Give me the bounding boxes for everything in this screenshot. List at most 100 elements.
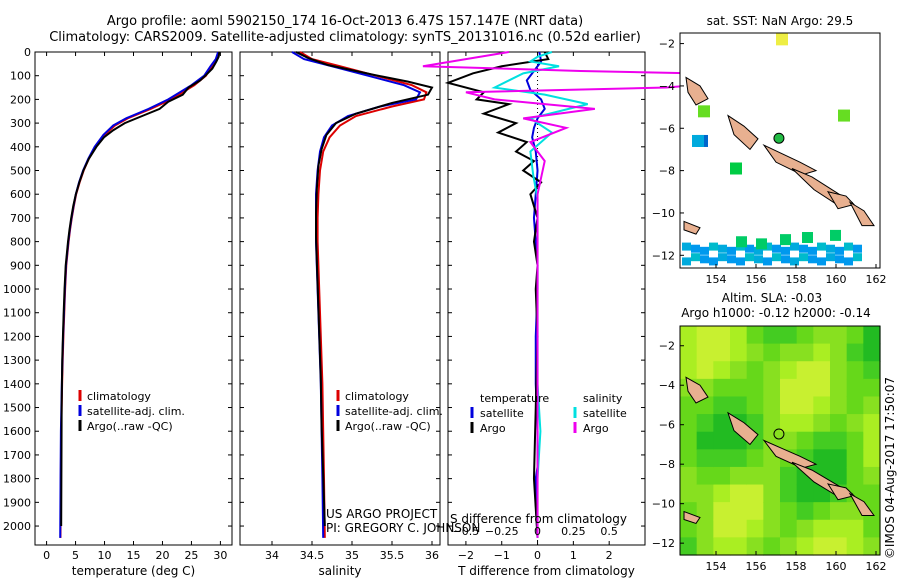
- x-tick-label: 2: [606, 549, 613, 562]
- x-tick-label: 5: [72, 549, 79, 562]
- sla-cell: [746, 484, 764, 503]
- depth-tick-label: 1700: [3, 449, 31, 462]
- sla-cell: [863, 343, 881, 362]
- sla-cell: [780, 396, 798, 415]
- x-tick-label: 34.5: [300, 549, 325, 562]
- x-axis-label: salinity: [318, 564, 361, 578]
- x-tick-label: 36: [425, 549, 439, 562]
- x-tick-label: 15: [127, 549, 141, 562]
- sla-cell: [730, 466, 748, 486]
- sla-cell: [846, 449, 864, 468]
- sla-cell: [780, 414, 798, 433]
- sst-cell: [776, 33, 788, 46]
- sla-cell: [730, 519, 748, 538]
- altimetry-map-panel: 154 156 158 160 162 −2 −4 −6 −8 −10 −12 Altim. SLA:…: [652, 291, 887, 573]
- sla-cell: [780, 502, 798, 521]
- depth-tick-label: 600: [10, 188, 31, 201]
- map-y-tick-label: −6: [659, 122, 675, 135]
- depth-tick-label: 400: [10, 141, 31, 154]
- legend-label: Argo(..raw -QC): [87, 420, 173, 433]
- sla-cell: [846, 414, 864, 433]
- sst-cell: [754, 255, 763, 264]
- sla-cell: [730, 537, 748, 556]
- sla-cell: [713, 326, 731, 345]
- sla-cell: [796, 502, 814, 521]
- sla-cell: [780, 378, 798, 398]
- sla-cell: [796, 431, 814, 450]
- sla-cell: [746, 519, 764, 538]
- sst-cell: [682, 257, 691, 266]
- map-x-tick-label: 158: [786, 560, 807, 573]
- sla-cell: [680, 326, 698, 345]
- sla-cell: [730, 449, 748, 468]
- sla-cell: [696, 466, 714, 486]
- sla-cell: [780, 361, 798, 380]
- sla-cell: [830, 343, 848, 362]
- x-tick-label: 34: [265, 549, 279, 562]
- map-y-tick-label: −10: [652, 498, 675, 511]
- sst-cell: [835, 255, 844, 264]
- sst-cell: [817, 242, 826, 251]
- sst-cell: [682, 242, 691, 251]
- map-x-tick-label: 162: [866, 560, 887, 573]
- map-title-line1: Altim. SLA: -0.03: [722, 291, 822, 305]
- sla-cell: [846, 396, 864, 415]
- sst-cell: [781, 246, 790, 255]
- depth-tick-label: 1600: [3, 425, 31, 438]
- sla-cell: [863, 466, 881, 486]
- salinity-panel: 34 34.5 35 35.5 36 salinity climatology satelli…: [239, 51, 443, 578]
- sla-cell: [813, 396, 831, 415]
- secondary-tick-label: −0.5: [453, 525, 480, 538]
- sla-cell: [680, 484, 698, 503]
- sla-cell: [696, 343, 714, 362]
- depth-tick-label: 1400: [3, 378, 31, 391]
- sla-cell: [846, 466, 864, 486]
- island-shape: [762, 143, 818, 176]
- depth-tick-label: 1800: [3, 473, 31, 486]
- sla-cell: [730, 361, 748, 380]
- sst-cell: [727, 246, 736, 255]
- sst-cell: [826, 253, 835, 262]
- sla-cell: [730, 502, 748, 521]
- sst-cell: [691, 253, 700, 262]
- sla-cell: [713, 537, 731, 556]
- map-x-tick-label: 160: [826, 560, 847, 573]
- x-tick-label: −1: [494, 549, 510, 562]
- sla-cell: [780, 484, 798, 503]
- sla-cell: [713, 466, 731, 486]
- sst-cell: [808, 246, 817, 255]
- sla-cell: [730, 396, 748, 415]
- sla-cell: [830, 414, 848, 433]
- sla-cell: [830, 537, 848, 556]
- x-tick-label: 35.5: [380, 549, 405, 562]
- sla-cell: [796, 343, 814, 362]
- plot-frame: [34, 51, 233, 546]
- x-tick-label: 30: [213, 549, 227, 562]
- sla-cell: [813, 343, 831, 362]
- sla-cell: [746, 343, 764, 362]
- sla-cell: [763, 466, 781, 486]
- temperature-panel: 0100200300400500600700800900100011001200…: [3, 46, 233, 578]
- depth-tick-label: 2000: [3, 520, 31, 533]
- sla-cell: [713, 519, 731, 538]
- sla-cell: [813, 414, 831, 433]
- sst-cell: [844, 242, 853, 251]
- sla-cell: [863, 396, 881, 415]
- sst-cell: [853, 244, 862, 253]
- depth-tick-label: 900: [10, 259, 31, 272]
- map-frame: [679, 325, 881, 556]
- difference-panel: −2 −1 0 1 2T difference from climatology−0.5…: [422, 51, 810, 578]
- sla-cell: [796, 537, 814, 556]
- map-x-tick-label: 154: [706, 560, 727, 573]
- sla-cell: [746, 502, 764, 521]
- sla-cell: [830, 378, 848, 398]
- map-x-tick-label: 156: [746, 560, 767, 573]
- map-title-line2: Argo h1000: -0.12 h2000: -0.14: [681, 306, 871, 320]
- legend-label: satellite-adj. clim.: [345, 405, 443, 418]
- sla-cell: [796, 378, 814, 398]
- sla-cell: [796, 414, 814, 433]
- sla-cell: [696, 361, 714, 380]
- sst-cell: [808, 255, 817, 264]
- sst-cell: [799, 253, 808, 262]
- map-x-tick-label: 156: [746, 273, 767, 286]
